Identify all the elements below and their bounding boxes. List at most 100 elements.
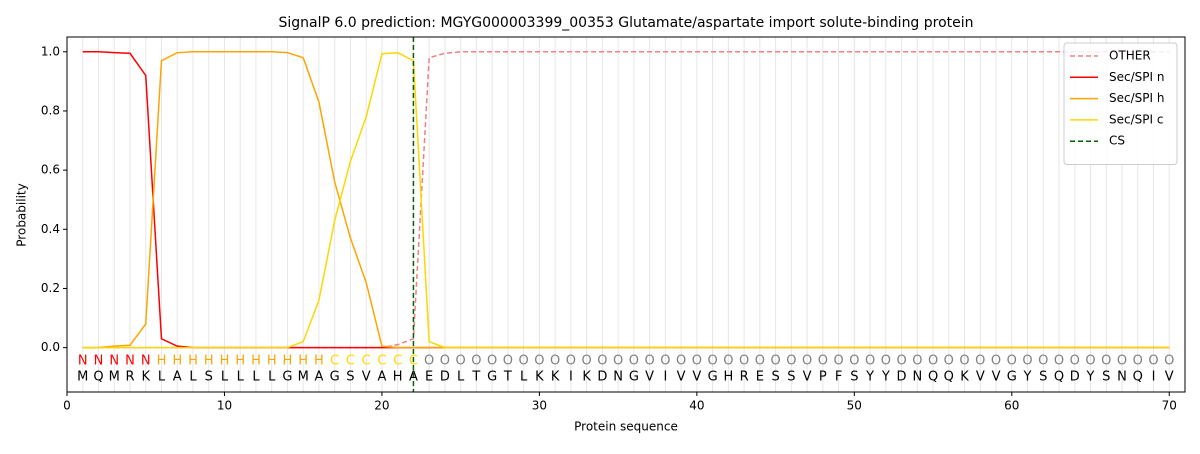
residue: Y [1086, 370, 1095, 385]
plot-frame [66, 36, 1186, 393]
region-label: O [912, 353, 922, 368]
residue: E [425, 370, 433, 385]
region-label: O [645, 353, 655, 368]
residue: V [976, 370, 985, 385]
residue: Q [944, 370, 954, 385]
region-label: C [330, 353, 339, 368]
residue: T [471, 370, 480, 385]
region-label: H [314, 353, 324, 368]
region-label: O [534, 353, 544, 368]
region-label: O [1070, 353, 1080, 368]
residue: V [677, 370, 686, 385]
region-label: N [141, 353, 151, 368]
x-tick-label: 0 [63, 399, 71, 413]
legend-label: Sec/SPI h [1109, 91, 1164, 105]
residue: I [1152, 370, 1156, 385]
x-tick-label: 30 [532, 399, 547, 413]
region-label: H [267, 353, 277, 368]
residue: Q [1054, 370, 1064, 385]
residue: K [535, 370, 544, 385]
residue: R [125, 370, 134, 385]
residue: H [723, 370, 733, 385]
region-label: O [629, 353, 639, 368]
y-tick-label: 0.0 [41, 340, 60, 354]
region-label: O [424, 353, 434, 368]
region-label: O [896, 353, 906, 368]
region-label: O [550, 353, 560, 368]
region-label: C [377, 353, 386, 368]
region-label: O [707, 353, 717, 368]
residue: K [582, 370, 591, 385]
region-label: O [865, 353, 875, 368]
legend-label: CS [1109, 134, 1125, 148]
residue: S [850, 370, 858, 385]
residue: S [1039, 370, 1047, 385]
residue: N [613, 370, 623, 385]
series-line [82, 51, 1170, 349]
residue: M [109, 370, 120, 385]
region-label: O [975, 353, 985, 368]
region-label: O [723, 353, 733, 368]
region-label: O [597, 353, 607, 368]
residue: Q [93, 370, 103, 385]
y-tick-label: 1.0 [41, 44, 60, 58]
region-label: O [991, 353, 1001, 368]
region-label: O [1054, 353, 1064, 368]
residue: G [629, 370, 639, 385]
residue: E [756, 370, 764, 385]
region-label: O [613, 353, 623, 368]
region-label: O [818, 353, 828, 368]
region-label: O [849, 353, 859, 368]
region-label: O [1022, 353, 1032, 368]
region-label: O [739, 353, 749, 368]
region-label: O [1085, 353, 1095, 368]
y-tick-label: 0.2 [41, 281, 60, 295]
region-label: O [1101, 353, 1111, 368]
residue: V [803, 370, 812, 385]
residue: Q [1133, 370, 1143, 385]
residue: G [708, 370, 718, 385]
residue: S [771, 370, 779, 385]
x-tick-label: 70 [1162, 399, 1177, 413]
region-label: O [833, 353, 843, 368]
series-line [82, 51, 1170, 349]
x-tick-label: 50 [847, 399, 862, 413]
residue: A [314, 370, 323, 385]
residue: D [1070, 370, 1080, 385]
residue: Y [1023, 370, 1032, 385]
residue: K [960, 370, 969, 385]
residue: L [189, 370, 197, 385]
residue: Y [865, 370, 874, 385]
region-label: N [125, 353, 135, 368]
residue: G [487, 370, 497, 385]
legend-label: OTHER [1109, 49, 1151, 63]
residue: S [787, 370, 795, 385]
region-label: H [157, 353, 167, 368]
residue: S [1102, 370, 1110, 385]
residue: A [377, 370, 386, 385]
x-tick-label: 60 [1004, 399, 1019, 413]
residue: I [569, 370, 573, 385]
residue: L [268, 370, 276, 385]
residue: L [520, 370, 528, 385]
residue: L [457, 370, 465, 385]
residue: N [912, 370, 922, 385]
residue: L [158, 370, 166, 385]
y-tick-label: 0.6 [41, 163, 60, 177]
region-label: O [1148, 353, 1158, 368]
residue: G [282, 370, 292, 385]
residue: D [597, 370, 607, 385]
residue: V [692, 370, 701, 385]
residue: K [551, 370, 560, 385]
region-label: O [770, 353, 780, 368]
residue: N [1117, 370, 1127, 385]
region-label: C [409, 353, 418, 368]
residue: H [393, 370, 403, 385]
residue: V [362, 370, 371, 385]
residue: D [897, 370, 907, 385]
residue: M [77, 370, 88, 385]
region-label: O [1117, 353, 1127, 368]
region-label: N [109, 353, 119, 368]
residue: L [252, 370, 260, 385]
